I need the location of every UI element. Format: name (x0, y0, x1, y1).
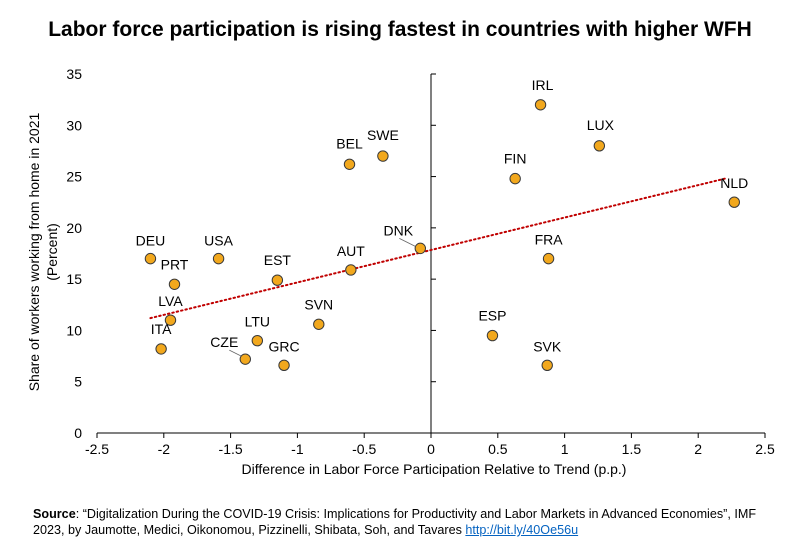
y-tick-label: 0 (74, 425, 82, 441)
y-tick-label: 15 (66, 271, 82, 287)
x-tick-label: -2 (158, 441, 171, 457)
point-ltu (251, 334, 264, 347)
point-label-deu: DEU (136, 233, 166, 249)
point-prt (168, 278, 181, 290)
y-axis-unit: (Percent) (44, 223, 60, 281)
point-swe (377, 150, 389, 162)
point-label-est: EST (264, 252, 292, 268)
point-est (271, 274, 284, 286)
trend-line (149, 177, 726, 320)
point-nld (728, 196, 740, 208)
point-label-dnk: DNK (384, 222, 414, 238)
point-label-lux: LUX (587, 117, 615, 133)
point-irl (534, 99, 547, 111)
y-axis-title: Share of workers working from home in 20… (26, 113, 42, 392)
point-usa (212, 252, 225, 265)
point-label-aut: AUT (337, 243, 365, 259)
x-tick-label: -2.5 (85, 441, 109, 457)
leader-line-dnk (399, 238, 416, 247)
x-tick-label: 0.5 (488, 441, 508, 457)
source-label: Source (33, 507, 76, 521)
x-tick-label: 2.5 (755, 441, 775, 457)
points-group (144, 99, 740, 372)
trend-line-group (149, 177, 726, 320)
y-tick-label: 35 (66, 66, 82, 82)
point-label-swe: SWE (367, 127, 399, 143)
point-esp (486, 329, 499, 342)
axes: -2.5 -2 -1.5 -1 -0.5 0 0.5 1 1.5 2 2.5 0 5 10 15 20 25 30… (66, 66, 775, 457)
point-aut (345, 264, 357, 276)
point-cze (239, 353, 251, 365)
point-label-svn: SVN (304, 296, 333, 312)
chart-title: Labor force participation is rising fast… (48, 18, 752, 41)
point-lux (593, 140, 606, 152)
point-ita (155, 343, 167, 355)
x-tick-label: -0.5 (352, 441, 376, 457)
point-deu (144, 252, 157, 265)
x-tick-label: 2 (694, 441, 702, 457)
point-label-usa: USA (204, 233, 233, 249)
point-label-grc: GRC (268, 338, 299, 354)
x-tick-label: 1.5 (622, 441, 642, 457)
source-note: Source: “Digitalization During the COVID… (33, 506, 785, 538)
point-svn (313, 318, 325, 330)
point-label-fin: FIN (504, 151, 527, 167)
leader-line-cze (229, 349, 242, 357)
point-label-ltu: LTU (245, 314, 270, 330)
point-label-prt: PRT (161, 256, 189, 272)
point-svk (541, 359, 553, 372)
point-label-irl: IRL (532, 77, 554, 93)
y-tick-label: 25 (66, 169, 82, 185)
source-link[interactable]: http://bit.ly/40Oe56u (465, 523, 579, 537)
point-label-lva: LVA (158, 293, 183, 309)
point-grc (278, 359, 290, 372)
point-lva (164, 314, 177, 326)
point-dnk (414, 242, 427, 255)
point-bel (343, 158, 356, 170)
x-tick-label: 0 (427, 441, 435, 457)
point-label-svk: SVK (533, 338, 562, 354)
point-label-nld: NLD (720, 175, 748, 191)
point-label-cze: CZE (210, 334, 238, 350)
point-label-ita: ITA (151, 321, 172, 337)
point-fra (542, 252, 555, 265)
x-axis-title: Difference in Labor Force Participation … (242, 461, 627, 477)
y-tick-label: 20 (66, 220, 82, 236)
scatter-chart: -2.5 -2 -1.5 -1 -0.5 0 0.5 1 1.5 2 2.5 0 5 10 15 20 25 30… (26, 66, 775, 477)
y-tick-label: 10 (66, 322, 82, 338)
point-label-fra: FRA (535, 232, 564, 248)
x-tick-label: -1.5 (219, 441, 243, 457)
x-tick-label: 1 (561, 441, 569, 457)
point-label-bel: BEL (336, 135, 363, 151)
y-tick-label: 30 (66, 117, 82, 133)
source-text: : “Digitalization During the COVID-19 Cr… (33, 507, 757, 537)
x-tick-label: -1 (291, 441, 304, 457)
point-fin (509, 172, 521, 185)
point-label-esp: ESP (478, 308, 506, 324)
y-tick-label: 5 (74, 374, 82, 390)
